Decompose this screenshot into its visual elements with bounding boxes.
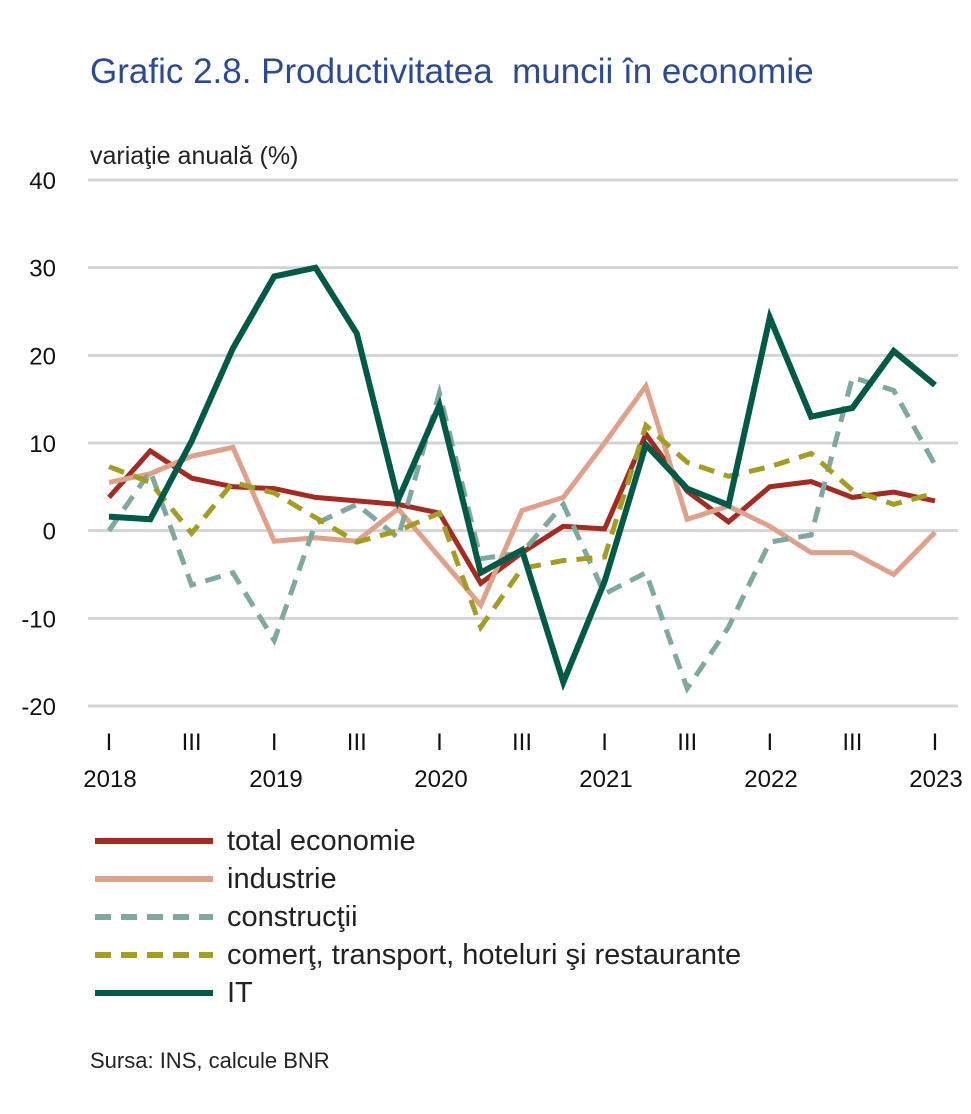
legend-item: total economie — [95, 822, 741, 860]
chart-title: Grafic 2.8. Productivitatea muncii în ec… — [90, 52, 814, 91]
y-tick-label: -10 — [21, 606, 56, 633]
x-tick-label: I — [106, 729, 113, 756]
legend-label: construcţii — [227, 900, 358, 933]
x-year-label: 2020 — [414, 766, 467, 793]
y-tick-label: -20 — [21, 694, 56, 721]
x-tick-label: I — [766, 729, 773, 756]
legend-label: IT — [227, 976, 253, 1009]
x-tick-label: III — [842, 729, 862, 756]
source-note: Sursa: INS, calcule BNR — [90, 1048, 330, 1073]
series-line — [108, 264, 937, 692]
series-lines — [106, 264, 938, 695]
legend: total economie industrie construcţii comerţ… — [95, 822, 741, 1012]
y-axis-unit-label: variaţie anuală (%) — [90, 142, 299, 170]
legend-label: comerţ, transport, hoteluri şi restauran… — [227, 938, 742, 971]
y-tick-label: 30 — [29, 256, 56, 283]
y-tick-label: 20 — [29, 343, 56, 370]
x-tick-label: III — [182, 729, 202, 756]
series-line — [108, 380, 937, 610]
legend-swatch — [95, 838, 213, 844]
y-axis-ticks: 40 30 20 10 0 -10 -20 — [21, 168, 56, 721]
series-line — [108, 421, 936, 633]
x-year-label: 2018 — [83, 766, 136, 793]
x-tick-label: I — [601, 729, 608, 756]
y-tick-label: 10 — [29, 431, 56, 458]
legend-label: industrie — [227, 862, 337, 895]
x-tick-label: III — [512, 729, 532, 756]
x-tick-label: I — [932, 729, 939, 756]
x-tick-label: I — [271, 729, 278, 756]
legend-item: IT — [95, 974, 741, 1012]
legend-swatch — [95, 990, 213, 996]
x-tick-label: III — [677, 729, 697, 756]
x-year-label: 2022 — [744, 766, 797, 793]
legend-swatch — [95, 876, 213, 882]
series-line — [106, 374, 938, 695]
legend-item: comerţ, transport, hoteluri şi restauran… — [95, 936, 741, 974]
x-tick-label: III — [347, 729, 367, 756]
x-tick-label: I — [436, 729, 443, 756]
grid-lines — [88, 178, 958, 708]
legend-item: industrie — [95, 860, 741, 898]
legend-swatch — [95, 952, 213, 958]
y-tick-label: 0 — [43, 519, 56, 546]
x-year-label: 2021 — [579, 766, 632, 793]
legend-item: construcţii — [95, 898, 741, 936]
legend-label: total economie — [227, 824, 416, 857]
y-tick-label: 40 — [29, 168, 56, 195]
legend-swatch — [95, 914, 213, 920]
x-year-label: 2019 — [249, 766, 302, 793]
x-year-label: 2023 — [909, 766, 962, 793]
